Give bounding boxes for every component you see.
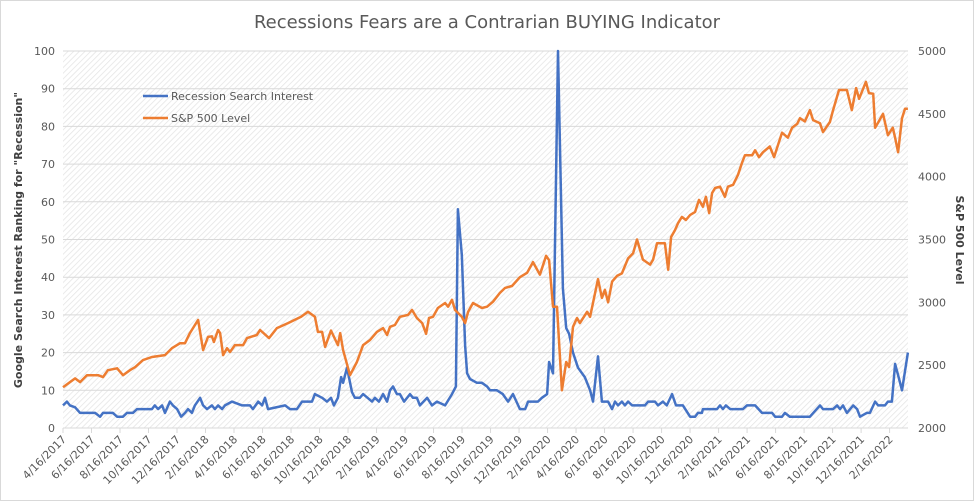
y2-tick-label: 2500: [918, 359, 946, 372]
legend-label-sp500: S&P 500 Level: [171, 112, 250, 125]
legend: Recession Search Interest S&P 500 Level: [143, 90, 314, 125]
x-axis: 4/16/20176/16/20178/16/201710/16/201712/…: [20, 427, 908, 487]
chart-title: Recessions Fears are a Contrarian BUYING…: [254, 12, 721, 33]
y-tick-label: 60: [41, 196, 55, 209]
y-tick-label: 80: [41, 120, 55, 133]
y2-tick-label: 2000: [918, 422, 946, 435]
legend-label-search: Recession Search Interest: [171, 90, 314, 103]
y-axis-right: 2000 2500 3000 3500 4000 4500 5000: [918, 45, 946, 435]
y-tick-label: 10: [41, 384, 55, 397]
y2-tick-label: 3500: [918, 234, 946, 247]
y-tick-label: 40: [41, 271, 55, 284]
y-tick-label: 50: [41, 234, 55, 247]
y-tick-label: 100: [34, 45, 55, 58]
y-tick-label: 20: [41, 347, 55, 360]
y-axis-label: Google Search Interest Ranking for "Rece…: [12, 92, 25, 388]
y-tick-label: 70: [41, 158, 55, 171]
y2-tick-label: 5000: [918, 45, 946, 58]
series-line-recession-search: [62, 49, 910, 418]
y-tick-label: 0: [48, 422, 55, 435]
y-tick-label: 90: [41, 83, 55, 96]
y2-tick-label: 4000: [918, 171, 946, 184]
y-axis-left: 0 10 20 30 40 50 60 70 80 90 100: [34, 45, 55, 435]
y2-tick-label: 3000: [918, 296, 946, 309]
y2-tick-label: 4500: [918, 108, 946, 121]
y2-axis-label: S&P 500 Level: [953, 195, 966, 284]
y-tick-label: 30: [41, 309, 55, 322]
series-lines: [62, 49, 910, 418]
series-line-sp500: [62, 80, 908, 392]
